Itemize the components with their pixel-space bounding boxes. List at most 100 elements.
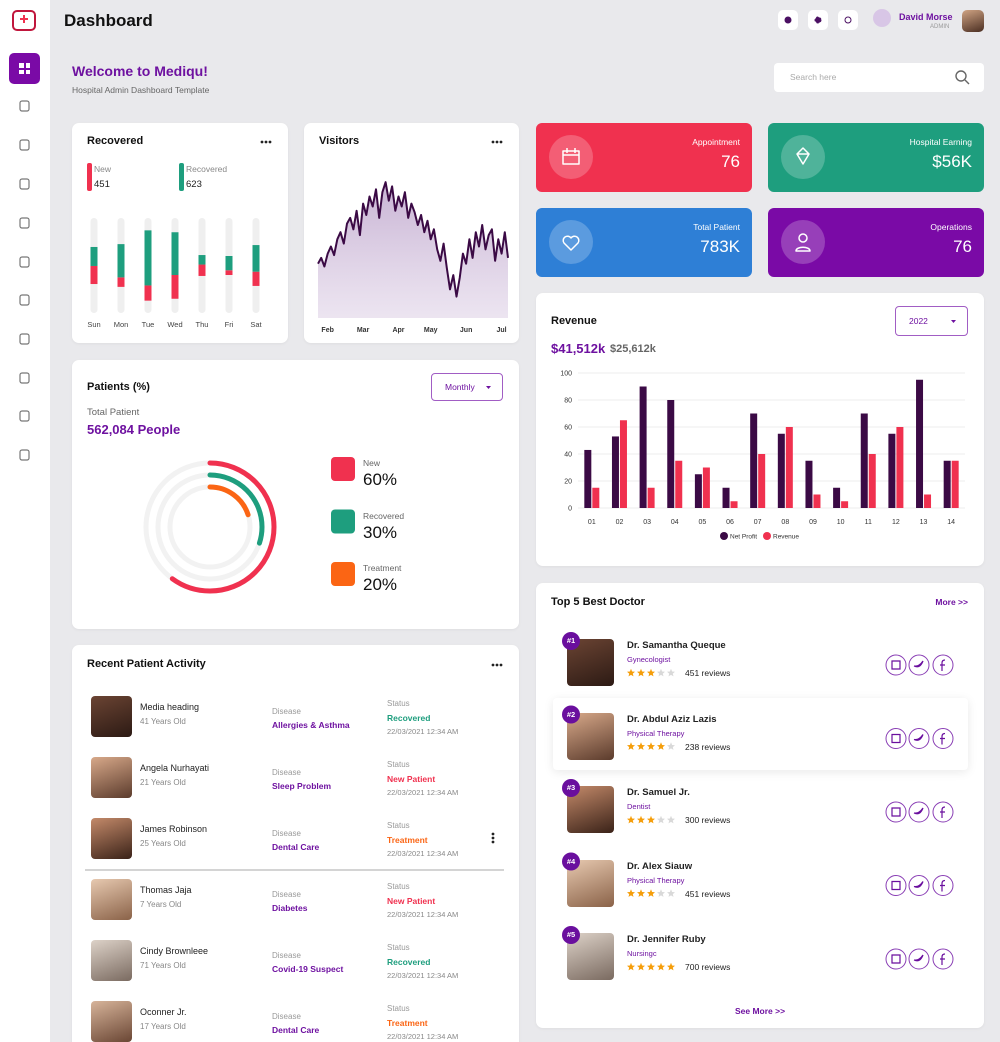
bar-segment	[90, 265, 98, 285]
status-date: 22/03/2021 12:34 AM	[387, 727, 459, 736]
x-tick-label: Mon	[114, 320, 129, 329]
y-tick-label: 100	[560, 371, 572, 378]
social-button[interactable]	[885, 654, 907, 676]
caret	[486, 386, 491, 389]
star	[637, 962, 645, 971]
stat-icon-glyph	[562, 148, 580, 165]
area-fill	[318, 182, 508, 318]
x-tick-label: Sun	[87, 320, 100, 329]
social-button[interactable]	[885, 728, 907, 749]
legend-swatch	[331, 457, 355, 481]
header-button-icon	[814, 16, 822, 24]
social-icon	[940, 879, 946, 892]
status: Recovered	[387, 957, 431, 967]
status-label: Status	[387, 943, 410, 952]
legend-label: Revenue	[773, 534, 799, 541]
search-icon-svg	[955, 70, 970, 85]
user-name: David Morse	[899, 12, 953, 22]
bar	[667, 400, 675, 508]
x-tick-label: 06	[726, 519, 734, 526]
patient-age: 7 Years Old	[140, 900, 182, 909]
y-tick-label: 20	[564, 479, 572, 486]
status-label: Status	[387, 882, 410, 891]
total-label: Total Patient	[87, 407, 140, 418]
header-button[interactable]	[838, 10, 858, 30]
ring-arc	[143, 460, 277, 594]
revenue-card: Revenue 2022 $41,512k $25,612k 0 20 40 60 80 100 0…	[536, 293, 984, 566]
doctor-specialty: Dentist	[627, 802, 651, 811]
doctor-rank: #2	[566, 709, 576, 719]
nav-icon[interactable]	[19, 410, 30, 422]
search-box[interactable]: Search here	[774, 63, 984, 92]
star	[627, 668, 635, 677]
menu-dot	[268, 140, 272, 144]
x-tick-label: 09	[809, 519, 817, 526]
doctor-row-icons	[562, 852, 954, 897]
doctor-specialty: Physical Therapy	[627, 728, 685, 738]
caret	[951, 320, 956, 323]
bar-segment	[171, 232, 179, 275]
nav-active[interactable]	[9, 53, 40, 84]
legend-swatch	[331, 562, 355, 586]
bar	[647, 487, 655, 508]
bar	[750, 413, 758, 508]
menu-dot	[260, 140, 264, 144]
revenue-chart: 0 20 40 60 80 100 01 02 03 04 05 06 07 08 09 10 11 12 13 14…	[560, 371, 965, 541]
x-tick-label: Thu	[196, 320, 209, 329]
status: Recovered	[387, 713, 431, 723]
more-link[interactable]: More >>	[935, 597, 968, 607]
user-badge	[873, 9, 891, 27]
legend-label: Recovered	[186, 164, 228, 174]
bar	[694, 474, 702, 508]
stat-icon-bg	[549, 135, 593, 179]
filter-dropdown[interactable]: Monthly	[431, 373, 503, 401]
x-tick-label: 08	[781, 519, 789, 526]
bar	[592, 487, 600, 508]
social-icon	[913, 881, 924, 888]
legend-label: New	[94, 164, 112, 174]
nav-icon[interactable]	[19, 139, 30, 151]
nav-icon[interactable]	[19, 217, 30, 229]
total-secondary: $25,612k	[610, 343, 656, 355]
doctor-reviews: 238 reviews	[685, 741, 731, 752]
social-button[interactable]	[885, 875, 907, 896]
social-icon	[913, 734, 924, 741]
doctor-rank: #3	[566, 783, 576, 792]
x-tick-label: May	[424, 327, 438, 334]
doctor-reviews: 700 reviews	[685, 962, 731, 972]
legend-label: Net Profit	[730, 534, 757, 541]
star	[647, 742, 655, 750]
social-button[interactable]	[885, 948, 907, 970]
filter-dropdown[interactable]: 2022	[895, 306, 968, 336]
star	[627, 815, 635, 824]
disease-label: Disease	[272, 829, 301, 838]
stat-icon	[781, 135, 825, 179]
nav-icon[interactable]	[19, 100, 30, 112]
filter-label: 2022	[909, 316, 928, 326]
nav-icon[interactable]	[19, 178, 30, 190]
nav-icon[interactable]	[19, 333, 30, 345]
status-label: Status	[387, 699, 410, 708]
doctor-reviews: 300 reviews	[685, 815, 731, 825]
social-icon	[891, 733, 901, 744]
bar	[896, 427, 904, 508]
card-title: Top 5 Best Doctor	[551, 596, 645, 608]
social-icon	[940, 659, 946, 671]
x-tick-label: 11	[865, 519, 872, 526]
menu-dot	[495, 663, 499, 667]
stat-value: $56K	[932, 152, 972, 171]
bar	[619, 420, 627, 508]
kebab-dot	[491, 840, 495, 844]
doctor-name: Dr. Jennifer Ruby	[627, 934, 706, 945]
nav-icon[interactable]	[19, 256, 30, 268]
x-tick-label: 14	[947, 519, 955, 526]
bar	[868, 454, 876, 508]
nav-icon[interactable]	[19, 372, 30, 384]
star	[627, 889, 635, 897]
star	[657, 815, 665, 824]
social-button[interactable]	[885, 801, 907, 823]
star	[667, 742, 675, 750]
nav-icon[interactable]	[19, 294, 30, 306]
nav-icon[interactable]	[19, 449, 30, 461]
see-more-link[interactable]: See More >>	[734, 1006, 786, 1016]
